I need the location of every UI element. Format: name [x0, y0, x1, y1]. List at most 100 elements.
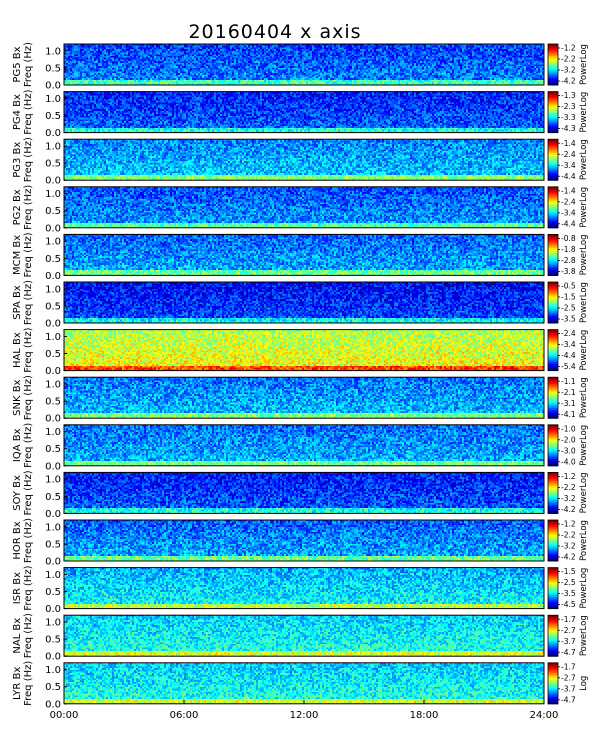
colorbar-frame — [547, 614, 559, 657]
colorbar-segment — [548, 457, 558, 460]
colorbar-segment — [548, 69, 558, 72]
colorbar-frame — [547, 186, 559, 229]
colorbar-segment — [548, 66, 558, 69]
colorbar-frame — [547, 376, 559, 419]
spectrogram-image — [64, 615, 544, 657]
colorbar-segment — [548, 525, 558, 528]
colorbar-segment — [548, 382, 558, 385]
colorbar-frame — [547, 91, 559, 133]
y-tick-label: 0.0 — [45, 652, 61, 663]
y-tick-label: 0.0 — [45, 271, 61, 282]
colorbar-tick-label: -2.2 — [561, 483, 576, 492]
y-tick-label: 1.0 — [45, 427, 61, 438]
colorbar-segment — [548, 290, 558, 293]
colorbar-segment — [548, 149, 558, 152]
colorbar-segment — [548, 205, 558, 208]
colorbar-segment — [548, 411, 558, 414]
colorbar-tick-label: -1.4 — [561, 139, 576, 148]
colorbar-segment — [548, 73, 558, 76]
y-tick-label: 0.5 — [45, 254, 61, 265]
colorbar-tick-label: -1.1 — [561, 377, 576, 386]
colorbar-segment — [548, 344, 558, 348]
colorbar-segment — [548, 293, 558, 297]
colorbar-segment — [548, 428, 558, 431]
colorbar-tick-label: -2.4 — [561, 329, 576, 338]
y-tick-label: 0.5 — [45, 301, 61, 312]
colorbar-segment — [548, 630, 558, 633]
colorbar-segment — [548, 433, 558, 436]
colorbar-title: PowerLog — [579, 92, 589, 133]
colorbar-segment — [548, 649, 558, 652]
colorbar-segment — [548, 263, 558, 266]
y-label-unit: Freq (Hz) — [23, 470, 34, 515]
colorbar-segment — [548, 316, 558, 319]
colorbar-tick-label: -4.7 — [561, 648, 576, 657]
spectrogram-image — [64, 91, 544, 133]
colorbar-segment — [548, 314, 558, 317]
colorbar-segment — [548, 691, 558, 695]
colorbar-segment — [548, 311, 558, 314]
colorbar-tick-label: -4.4 — [561, 219, 576, 228]
colorbar-segment — [548, 178, 558, 181]
colorbar-segment — [548, 671, 558, 674]
colorbar-segment — [548, 260, 558, 263]
panel-hor: 0.0 0.5 1.0 HOR Bx Freq (Hz) -1.2 -2.2 -3.2 -4.2… — [12, 518, 589, 568]
colorbar-segment — [548, 64, 558, 67]
colorbar-segment — [548, 307, 558, 310]
colorbar-segment — [548, 120, 558, 123]
y-label-unit: Freq (Hz) — [23, 375, 34, 420]
colorbar-tick-label: -4.2 — [561, 553, 576, 562]
colorbar-tick-label: -4.3 — [561, 124, 576, 133]
colorbar-segment — [548, 669, 558, 672]
colorbar-segment — [548, 108, 558, 111]
y-label-unit: Freq (Hz) — [23, 661, 34, 706]
colorbar-tick-label: -1.5 — [561, 567, 576, 576]
y-tick-label: 0.5 — [45, 682, 61, 693]
colorbar-tick-label: -1.7 — [561, 615, 576, 624]
y-tick-label: 1.0 — [45, 522, 61, 533]
colorbar-segment — [548, 288, 558, 292]
colorbar-segment — [548, 175, 558, 178]
colorbar-segment — [548, 702, 558, 705]
colorbar-segment — [548, 452, 558, 455]
colorbar-tick-label: -3.7 — [561, 684, 576, 693]
colorbar-segment — [548, 625, 558, 628]
colorbar-tick-label: -1.2 — [561, 472, 576, 481]
colorbar-segment — [548, 346, 558, 349]
colorbar-segment — [548, 651, 558, 654]
panel-frame — [63, 424, 545, 467]
colorbar-segment — [548, 317, 558, 321]
colorbar-segment — [548, 492, 558, 496]
colorbar-segment — [548, 226, 558, 229]
colorbar-segment — [548, 508, 558, 511]
colorbar-segment — [548, 295, 558, 298]
spectrogram-image — [64, 520, 544, 561]
colorbar-segment — [548, 100, 558, 103]
y-label-unit: Freq (Hz) — [23, 232, 34, 277]
colorbar-tick-label: -3.4 — [561, 340, 576, 349]
y-label-unit: Freq (Hz) — [23, 423, 34, 468]
colorbar-segment — [548, 384, 558, 387]
panel-frame — [63, 567, 545, 610]
spectrogram-image — [64, 186, 544, 228]
spectrogram-image — [64, 44, 544, 85]
colorbar-segment — [548, 261, 558, 264]
colorbar-segment — [548, 462, 558, 465]
colorbar-segment — [548, 71, 558, 74]
colorbar-segment — [548, 555, 558, 559]
colorbar-segment — [548, 339, 558, 343]
colorbar-segment — [548, 586, 558, 589]
colorbar-tick-label: -4.5 — [561, 600, 576, 609]
colorbar-segment — [548, 309, 558, 312]
colorbar-segment — [548, 125, 558, 128]
colorbar-segment — [548, 378, 558, 382]
panel-isr: 0.0 0.5 1.0 ISR Bx Freq (Hz) -1.5 -2.5 -3.5 -4.5… — [12, 565, 589, 615]
colorbar-segment — [548, 477, 558, 480]
colorbar-segment — [548, 591, 558, 594]
y-label-unit: Freq (Hz) — [23, 89, 34, 134]
colorbar-segment — [548, 395, 558, 399]
y-label-station: PG5 Bx — [12, 46, 23, 82]
panel-pg5: 0.0 0.5 1.0 PG5 Bx Freq (Hz) -1.2 -2.2 -3.2 -4.2… — [12, 42, 589, 92]
panel-hal: 0.0 0.5 1.0 HAL Bx Freq (Hz) -2.4 -3.4 -4.4 -5.4… — [12, 327, 589, 377]
colorbar-segment — [548, 105, 558, 108]
